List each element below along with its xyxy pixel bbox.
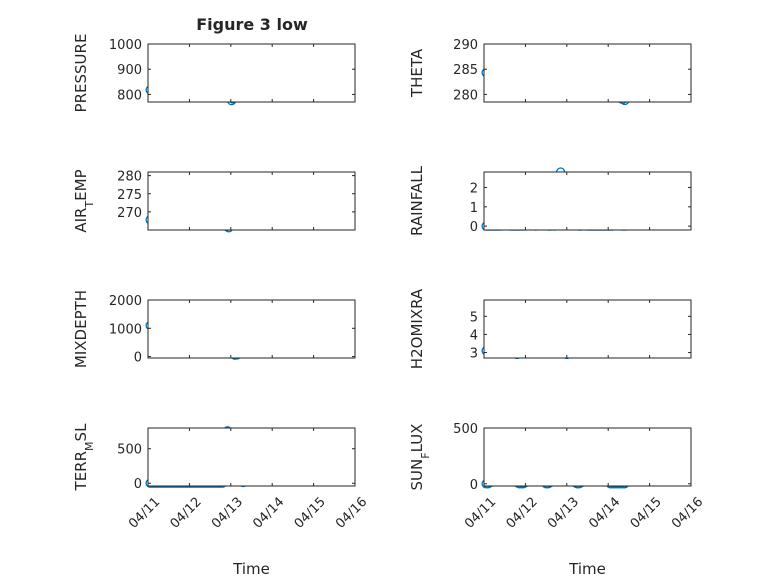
y-tick-label: 500 xyxy=(117,443,142,458)
y-tick-label: 0 xyxy=(470,220,478,235)
y-tick-label: 2 xyxy=(470,181,478,196)
panel-mixdepth: 0 1000 2000 MIXDEPTH xyxy=(72,290,356,368)
x-axis-label: Time xyxy=(232,560,270,578)
axes-box xyxy=(147,299,356,359)
y-axis-label: TERRMSL xyxy=(72,423,96,492)
y-axis-label: RAINFALL xyxy=(408,165,426,236)
x-tick-label: 04/12 xyxy=(504,495,541,532)
y-tick-label: 0 xyxy=(134,477,142,492)
axes-box xyxy=(483,171,692,231)
x-tick-label: 04/16 xyxy=(333,495,370,532)
figure-title: Figure 3 low xyxy=(196,15,308,34)
y-tick-label: 3 xyxy=(470,347,478,362)
y-tick-label: 900 xyxy=(117,63,142,78)
x-tick-label: 04/13 xyxy=(209,495,246,532)
axes-box xyxy=(483,299,692,359)
y-tick-label: 0 xyxy=(134,351,142,366)
y-tick-label: 290 xyxy=(453,38,478,53)
x-tick-label: 04/15 xyxy=(628,495,665,532)
y-axis-label: H2OMIXRA xyxy=(408,288,426,369)
y-tick-label: 280 xyxy=(117,170,142,185)
x-tick-label: 04/16 xyxy=(669,495,706,532)
y-tick-label: 1 xyxy=(470,201,478,216)
axes-box xyxy=(483,427,692,487)
panel-air_temp: 270 275 280 AIRTEMP xyxy=(72,169,356,233)
y-axis-label: AIRTEMP xyxy=(72,169,96,232)
panel-terr_msl: 04/11 04/12 04/13 04/14 04/15 04/16 0 500 TERRMS… xyxy=(72,423,370,578)
axes-box xyxy=(147,171,356,231)
x-tick-label: 04/14 xyxy=(586,495,623,532)
x-tick-label: 04/11 xyxy=(462,495,499,532)
y-axis-label: PRESSURE xyxy=(72,34,90,113)
y-tick-label: 0 xyxy=(470,478,478,493)
x-tick-label: 04/12 xyxy=(168,495,205,532)
panel-h2omixra: 3 4 5 H2OMIXRA xyxy=(408,288,692,369)
y-tick-label: 5 xyxy=(470,310,478,325)
y-tick-label: 500 xyxy=(453,422,478,437)
y-tick-label: 275 xyxy=(117,188,142,203)
axes-box xyxy=(147,43,356,103)
panel-theta: 280 285 290 THETA xyxy=(408,38,692,106)
x-tick-label: 04/15 xyxy=(292,495,329,532)
y-axis-label: THETA xyxy=(408,48,426,98)
y-tick-label: 4 xyxy=(470,328,478,343)
x-tick-label: 04/14 xyxy=(250,495,287,532)
x-tick-label: 04/11 xyxy=(126,495,163,532)
x-axis-label: Time xyxy=(568,560,606,578)
y-tick-label: 2000 xyxy=(109,294,142,309)
y-tick-label: 1000 xyxy=(109,322,142,337)
y-tick-label: 800 xyxy=(117,88,142,103)
y-axis-label: SUNFLUX xyxy=(408,424,432,491)
y-tick-label: 280 xyxy=(453,88,478,103)
panel-pressure: 800 900 1000 PRESSURE xyxy=(72,34,356,113)
y-tick-label: 285 xyxy=(453,63,478,78)
y-tick-label: 1000 xyxy=(109,38,142,53)
panel-rainfall: 0 1 2 RAINFALL xyxy=(408,165,692,236)
x-tick-label: 04/13 xyxy=(545,495,582,532)
axes-box xyxy=(147,427,356,487)
y-axis-label: MIXDEPTH xyxy=(72,290,90,368)
panel-sun_flux: 04/11 04/12 04/13 04/14 04/15 04/16 0 500 SUNFLU… xyxy=(408,422,706,578)
y-tick-label: 270 xyxy=(117,206,142,221)
axes-box xyxy=(483,43,692,103)
